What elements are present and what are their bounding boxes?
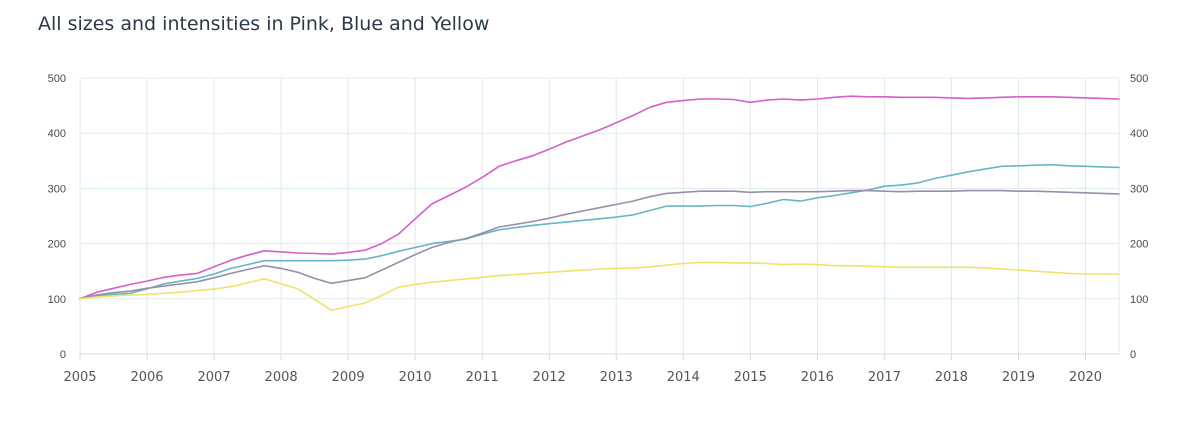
y-tick-label-left: 400 bbox=[48, 128, 66, 140]
y-tick-label-right: 100 bbox=[1130, 294, 1148, 306]
x-tick-label: 2014 bbox=[667, 370, 700, 385]
x-tick-label: 2017 bbox=[868, 370, 901, 385]
y-tick-label-left: 200 bbox=[48, 239, 66, 251]
series-line-blue bbox=[79, 163, 1120, 300]
grid-lines bbox=[79, 77, 1120, 355]
y-axis-left-ticks: 0 100 200 300 400 500 bbox=[48, 73, 66, 361]
series-line-pink bbox=[79, 95, 1120, 300]
y-tick-label-left: 0 bbox=[60, 349, 66, 361]
x-tick-label: 2007 bbox=[198, 370, 231, 385]
y-tick-label-left: 100 bbox=[48, 294, 66, 306]
y-tick-label-left: 500 bbox=[48, 73, 66, 85]
series-line-gray bbox=[79, 189, 1120, 300]
x-tick-label: 2008 bbox=[265, 370, 298, 385]
x-tick-label: 2012 bbox=[533, 370, 566, 385]
y-tick-label-left: 300 bbox=[48, 183, 66, 195]
x-tick-label: 2019 bbox=[1002, 370, 1035, 385]
x-tick-label: 2018 bbox=[935, 370, 968, 385]
x-tick-label: 2010 bbox=[399, 370, 432, 385]
series-line-yellow bbox=[79, 261, 1120, 312]
x-tick-label: 2006 bbox=[130, 370, 163, 385]
series-lines bbox=[79, 95, 1120, 312]
y-tick-label-right: 400 bbox=[1130, 128, 1148, 140]
x-tick-label: 2011 bbox=[466, 370, 499, 385]
x-tick-label: 2016 bbox=[801, 370, 834, 385]
y-tick-label-right: 500 bbox=[1130, 73, 1148, 85]
y-axis-right-ticks: 0 100 200 300 400 500 bbox=[1130, 73, 1148, 361]
x-tick-label: 2020 bbox=[1069, 370, 1102, 385]
x-tick-label: 2009 bbox=[332, 370, 365, 385]
y-tick-label-right: 300 bbox=[1130, 183, 1148, 195]
chart-title: All sizes and intensities in Pink, Blue … bbox=[38, 13, 490, 35]
x-tick-label: 2015 bbox=[734, 370, 767, 385]
x-axis-ticks: 2005 2006 2007 2008 2009 2010 2011 2012 2013 2014… bbox=[63, 353, 1119, 385]
x-tick-label: 2005 bbox=[63, 370, 96, 385]
y-tick-label-right: 200 bbox=[1130, 239, 1148, 251]
x-tick-label: 2013 bbox=[600, 370, 633, 385]
y-tick-label-right: 0 bbox=[1130, 349, 1136, 361]
